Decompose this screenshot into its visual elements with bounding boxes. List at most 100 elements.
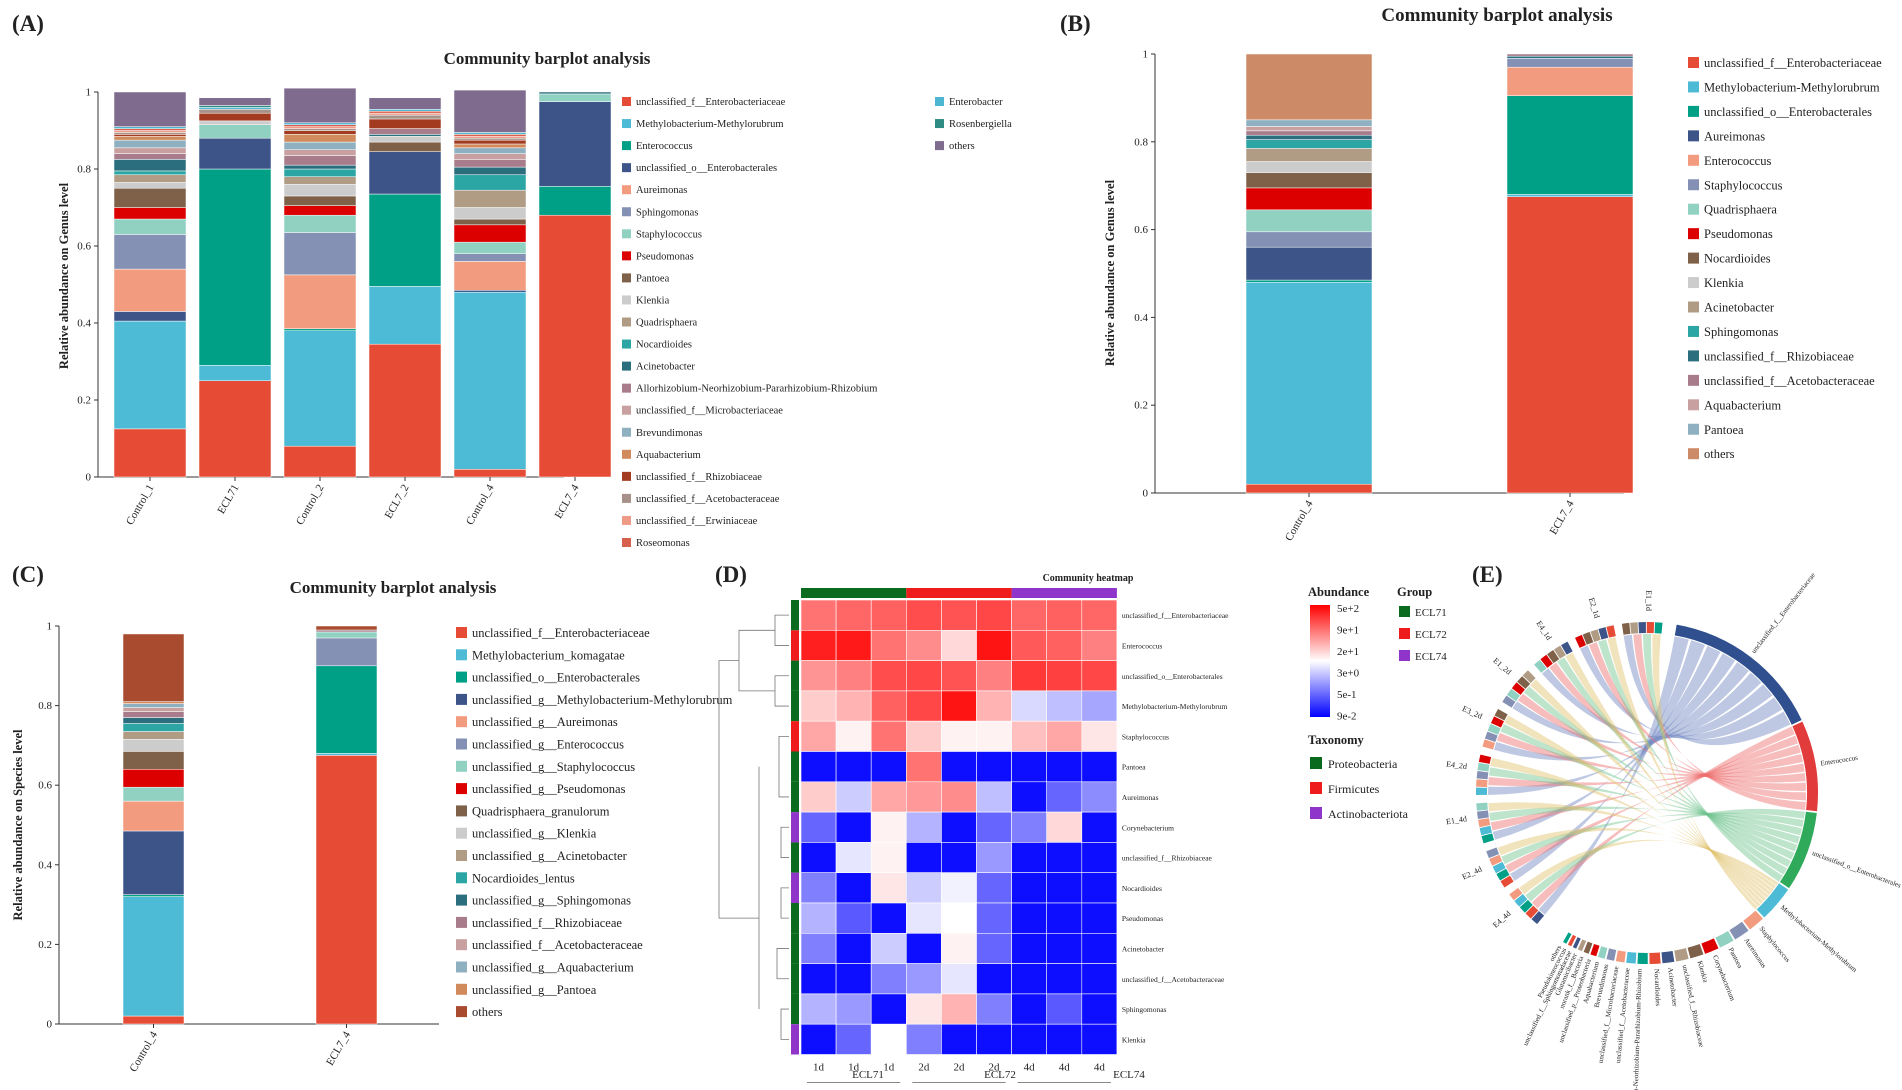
bar-segment xyxy=(283,126,357,129)
heatmap-cell xyxy=(1011,599,1047,631)
legend-label: unclassified_g__Methylobacterium-Methylo… xyxy=(472,693,733,707)
y-tick-label: 0.4 xyxy=(1134,312,1148,324)
bar-segment xyxy=(283,164,357,170)
taxon-arc xyxy=(1626,951,1637,964)
abundance-tick-label: 5e+2 xyxy=(1337,603,1359,615)
legend-label: others xyxy=(1704,447,1735,461)
x-tick-label: ECL7_2 xyxy=(383,483,412,521)
heatmap-column-label: 2d xyxy=(989,1062,1001,1074)
legend-swatch xyxy=(622,185,631,195)
heatmap-cell xyxy=(1011,993,1047,1025)
chord-ribbon xyxy=(1565,652,1764,904)
panel-b-bars: 0 0.2 0.4 0.6 0.8 1 Control_4 ECL7_4 unclassifie… xyxy=(1134,49,1882,544)
heatmap-cell xyxy=(870,599,907,631)
sample-arc-segment xyxy=(1477,762,1490,772)
bar-segment xyxy=(113,136,187,141)
panel-label-a: (A) xyxy=(12,11,44,36)
heatmap-cell xyxy=(800,872,837,904)
legend-swatch xyxy=(456,894,467,906)
legend-swatch xyxy=(622,163,631,173)
bar-segment xyxy=(453,290,527,293)
sample-arc-segment xyxy=(1477,810,1489,819)
heatmap-cell xyxy=(835,842,872,874)
column-group-bar xyxy=(801,588,907,598)
legend-swatch xyxy=(456,961,467,973)
bar-segment xyxy=(122,723,185,732)
sample-arc-segment xyxy=(1509,887,1523,901)
bar-segment xyxy=(368,118,442,129)
legend-swatch xyxy=(622,251,631,261)
legend-swatch xyxy=(1688,448,1699,460)
chord-ribbon xyxy=(1504,715,1769,899)
sample-arc-segment xyxy=(1481,833,1495,844)
legend-swatch xyxy=(622,229,631,239)
row-taxonomy-strip xyxy=(791,721,799,752)
legend-label: Enterococcus xyxy=(636,141,693,152)
bar-segment xyxy=(1245,119,1373,127)
bar-segment xyxy=(122,717,185,724)
legend-label: Pseudomonas xyxy=(636,251,694,262)
chord-ribbon xyxy=(1530,679,1766,902)
bar-segment xyxy=(453,241,527,254)
chord-ribbon xyxy=(1488,767,1800,844)
bar-segment xyxy=(1506,95,1634,195)
legend-label: Staphylococcus xyxy=(1704,178,1783,192)
heatmap-cell xyxy=(800,751,837,783)
bar-segment xyxy=(315,753,378,756)
legend-label: Acinetobacter xyxy=(636,362,695,373)
sample-arc-segment xyxy=(1489,854,1503,866)
heatmap-cell xyxy=(941,629,977,661)
legend-swatch xyxy=(1688,57,1699,68)
legend-label: unclassified_f__Rhizobiaceae xyxy=(636,472,762,483)
legend-label: unclassified_f__Acetobacteraceae xyxy=(1704,374,1875,388)
taxon-arc xyxy=(1661,950,1675,964)
taxon-label: Klenkia xyxy=(1696,960,1710,984)
sample-arc-segment xyxy=(1490,716,1504,728)
legend-swatch xyxy=(456,738,467,750)
bar-segment xyxy=(1506,194,1634,197)
panel-c-ylabel: Relative abundance on Species level xyxy=(11,729,25,920)
heatmap-cell xyxy=(800,599,837,631)
row-taxonomy-strip xyxy=(791,600,799,631)
chord-ribbon xyxy=(1488,754,1803,787)
heatmap-cell xyxy=(976,629,1012,661)
bar-segment xyxy=(1245,134,1373,140)
sample-arc-segment xyxy=(1646,622,1655,634)
bar-segment xyxy=(283,128,357,131)
chord-ribbon xyxy=(1490,744,1801,831)
heatmap-cell xyxy=(941,902,977,934)
heatmap-cell xyxy=(905,629,942,661)
legend-label: others xyxy=(472,1005,503,1019)
y-tick-label: 0.6 xyxy=(77,241,91,253)
heatmap-cell xyxy=(1081,781,1118,813)
bar-segment xyxy=(198,107,272,110)
row-taxonomy-strip xyxy=(791,781,799,813)
bar-segment xyxy=(122,703,185,708)
chord-ribbon xyxy=(1505,735,1799,873)
bar-segment xyxy=(1506,53,1634,57)
bar-segment xyxy=(1245,279,1373,283)
heatmap-cell xyxy=(1046,629,1083,661)
heatmap-cell xyxy=(800,660,837,692)
bar-segment xyxy=(113,268,187,312)
bar-segment xyxy=(122,769,185,788)
heatmap-cell xyxy=(976,993,1012,1025)
bar-segment xyxy=(453,189,527,208)
bar-segment xyxy=(1245,139,1373,149)
bar-segment xyxy=(1245,161,1373,173)
bar-segment xyxy=(122,786,185,802)
legend-swatch xyxy=(622,538,631,547)
heatmap-cell xyxy=(800,902,837,934)
sample-arc-segment xyxy=(1500,875,1514,888)
heatmap-cell xyxy=(905,993,942,1025)
bar-segment xyxy=(453,147,527,154)
dendrogram-branch xyxy=(738,629,775,692)
heatmap-cell xyxy=(1046,963,1083,995)
heatmap-column-label: 2d xyxy=(953,1062,965,1074)
group-legend-swatch xyxy=(1399,628,1410,639)
bar-segment xyxy=(113,153,187,160)
heatmap-cell xyxy=(1081,993,1118,1025)
heatmap-cell xyxy=(941,781,977,813)
taxonomy-legend-label: Actinobacteriota xyxy=(1328,807,1409,821)
taxon-arc xyxy=(1583,941,1593,954)
